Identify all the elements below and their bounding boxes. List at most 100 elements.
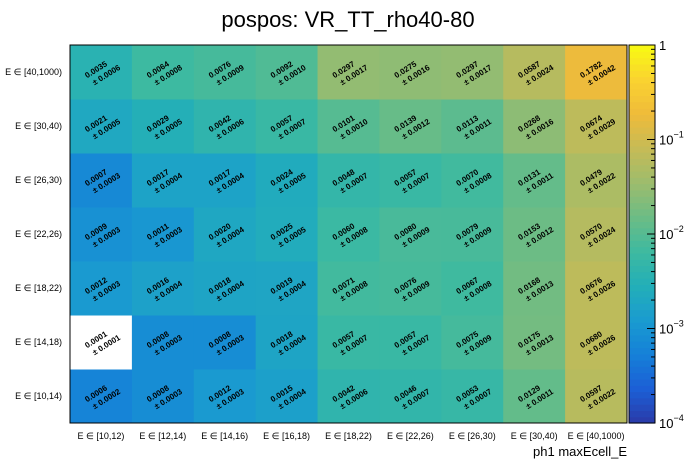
colorbar-band (629, 108, 655, 115)
colorbar-band (629, 416, 655, 424)
heatmap-cell (70, 207, 133, 262)
heatmap-cell (193, 369, 257, 424)
heatmap-cell (193, 315, 257, 370)
colorbar-tick-exponent: −2 (673, 224, 683, 234)
colorbar-tick-label: 10−4 (659, 413, 684, 431)
colorbar-band (629, 252, 655, 260)
colorbar-band (629, 51, 655, 59)
x-tick-label: E ∈ [26,30) (449, 431, 496, 441)
colorbar-tick-label: 1 (659, 38, 666, 53)
colorbar-tick-exponent: −4 (673, 413, 683, 423)
y-tick-label: E ∈ [18,22) (15, 283, 62, 293)
colorbar-band (629, 227, 655, 235)
colorbar-band (629, 410, 655, 418)
colorbar-band (629, 45, 655, 52)
colorbar: 110−110−210−310−4 (628, 38, 684, 431)
heatmap-cell (379, 45, 442, 100)
heatmap-cell (131, 207, 195, 262)
heatmap-cell (379, 315, 442, 370)
heatmap-cell (255, 153, 319, 208)
colorbar-band (629, 385, 655, 393)
x-tick-label: E ∈ [10,12) (78, 431, 125, 441)
heatmap-cell (70, 45, 133, 100)
heatmap-cell (565, 99, 628, 154)
heatmap-cell (565, 369, 628, 424)
colorbar-band (629, 234, 655, 241)
heatmap-cell (441, 315, 504, 370)
heatmap-cell (193, 45, 257, 100)
colorbar-band (629, 372, 655, 380)
colorbar-band (629, 120, 655, 128)
colorbar-band (629, 89, 655, 96)
colorbar-band (629, 208, 655, 216)
heatmap-cell (441, 369, 504, 424)
heatmap-cell (131, 99, 195, 154)
colorbar-band (629, 221, 655, 229)
colorbar-tick-exponent: −3 (673, 319, 683, 329)
colorbar-band (629, 114, 655, 122)
heatmap-cell (70, 99, 133, 154)
heatmap-cell (193, 261, 257, 316)
colorbar-band (629, 126, 655, 134)
colorbar-band (629, 139, 655, 147)
colorbar-band (629, 158, 655, 166)
colorbar-band (629, 189, 655, 197)
heatmap-cell (70, 261, 133, 316)
colorbar-band (629, 360, 655, 367)
heatmap-cell (255, 207, 319, 262)
colorbar-tick-base: 10 (659, 227, 673, 242)
heatmap-cells (70, 45, 628, 424)
colorbar-band (629, 196, 655, 204)
heatmap-cell (70, 315, 133, 370)
heatmap-cell (131, 261, 195, 316)
colorbar-band (629, 177, 655, 185)
heatmap-cell (379, 261, 442, 316)
x-tick-label: E ∈ [16,18) (263, 431, 310, 441)
colorbar-band (629, 152, 655, 159)
colorbar-band (629, 240, 655, 248)
heatmap-cell (131, 153, 195, 208)
colorbar-band (629, 347, 655, 355)
colorbar-tick-exponent: −1 (673, 130, 683, 140)
heatmap-cell (503, 207, 566, 262)
heatmap-cell (131, 369, 195, 424)
y-tick-label: E ∈ [10,14) (15, 391, 62, 401)
colorbar-band (629, 145, 655, 153)
colorbar-band (629, 378, 655, 386)
heatmap-cell (379, 99, 442, 154)
colorbar-band (629, 82, 655, 90)
heatmap-cell (503, 99, 566, 154)
colorbar-band (629, 183, 655, 191)
heatmap-cell (317, 261, 380, 316)
colorbar-band (629, 215, 655, 222)
heatmap-cell (255, 369, 319, 424)
y-tick-label: E ∈ [26,30) (15, 175, 62, 185)
colorbar-band (629, 259, 655, 267)
colorbar-band (629, 164, 655, 172)
heatmap-cell (565, 261, 628, 316)
colorbar-band (629, 290, 655, 298)
heatmap-cell (565, 207, 628, 262)
colorbar-tick-label: 10−1 (659, 130, 684, 148)
heatmap-cell (441, 45, 504, 100)
heatmap-cell (503, 261, 566, 316)
heatmap-cell (379, 369, 442, 424)
colorbar-band (629, 246, 655, 254)
colorbar-band (629, 63, 655, 71)
colorbar-band (629, 271, 655, 279)
colorbar-band (629, 278, 655, 285)
heatmap-cell (565, 153, 628, 208)
colorbar-band (629, 334, 655, 342)
y-tick-label: E ∈ [30,40) (15, 121, 62, 131)
heatmap-cell (441, 153, 504, 208)
heatmap-cell (193, 99, 257, 154)
colorbar-band (629, 265, 655, 273)
heatmap-cell (441, 207, 504, 262)
colorbar-band (629, 341, 655, 348)
heatmap-cell (255, 99, 319, 154)
colorbar-band (629, 202, 655, 210)
colorbar-band (629, 297, 655, 304)
colorbar-band (629, 353, 655, 361)
heatmap-cell (255, 45, 319, 100)
colorbar-band (629, 70, 655, 78)
